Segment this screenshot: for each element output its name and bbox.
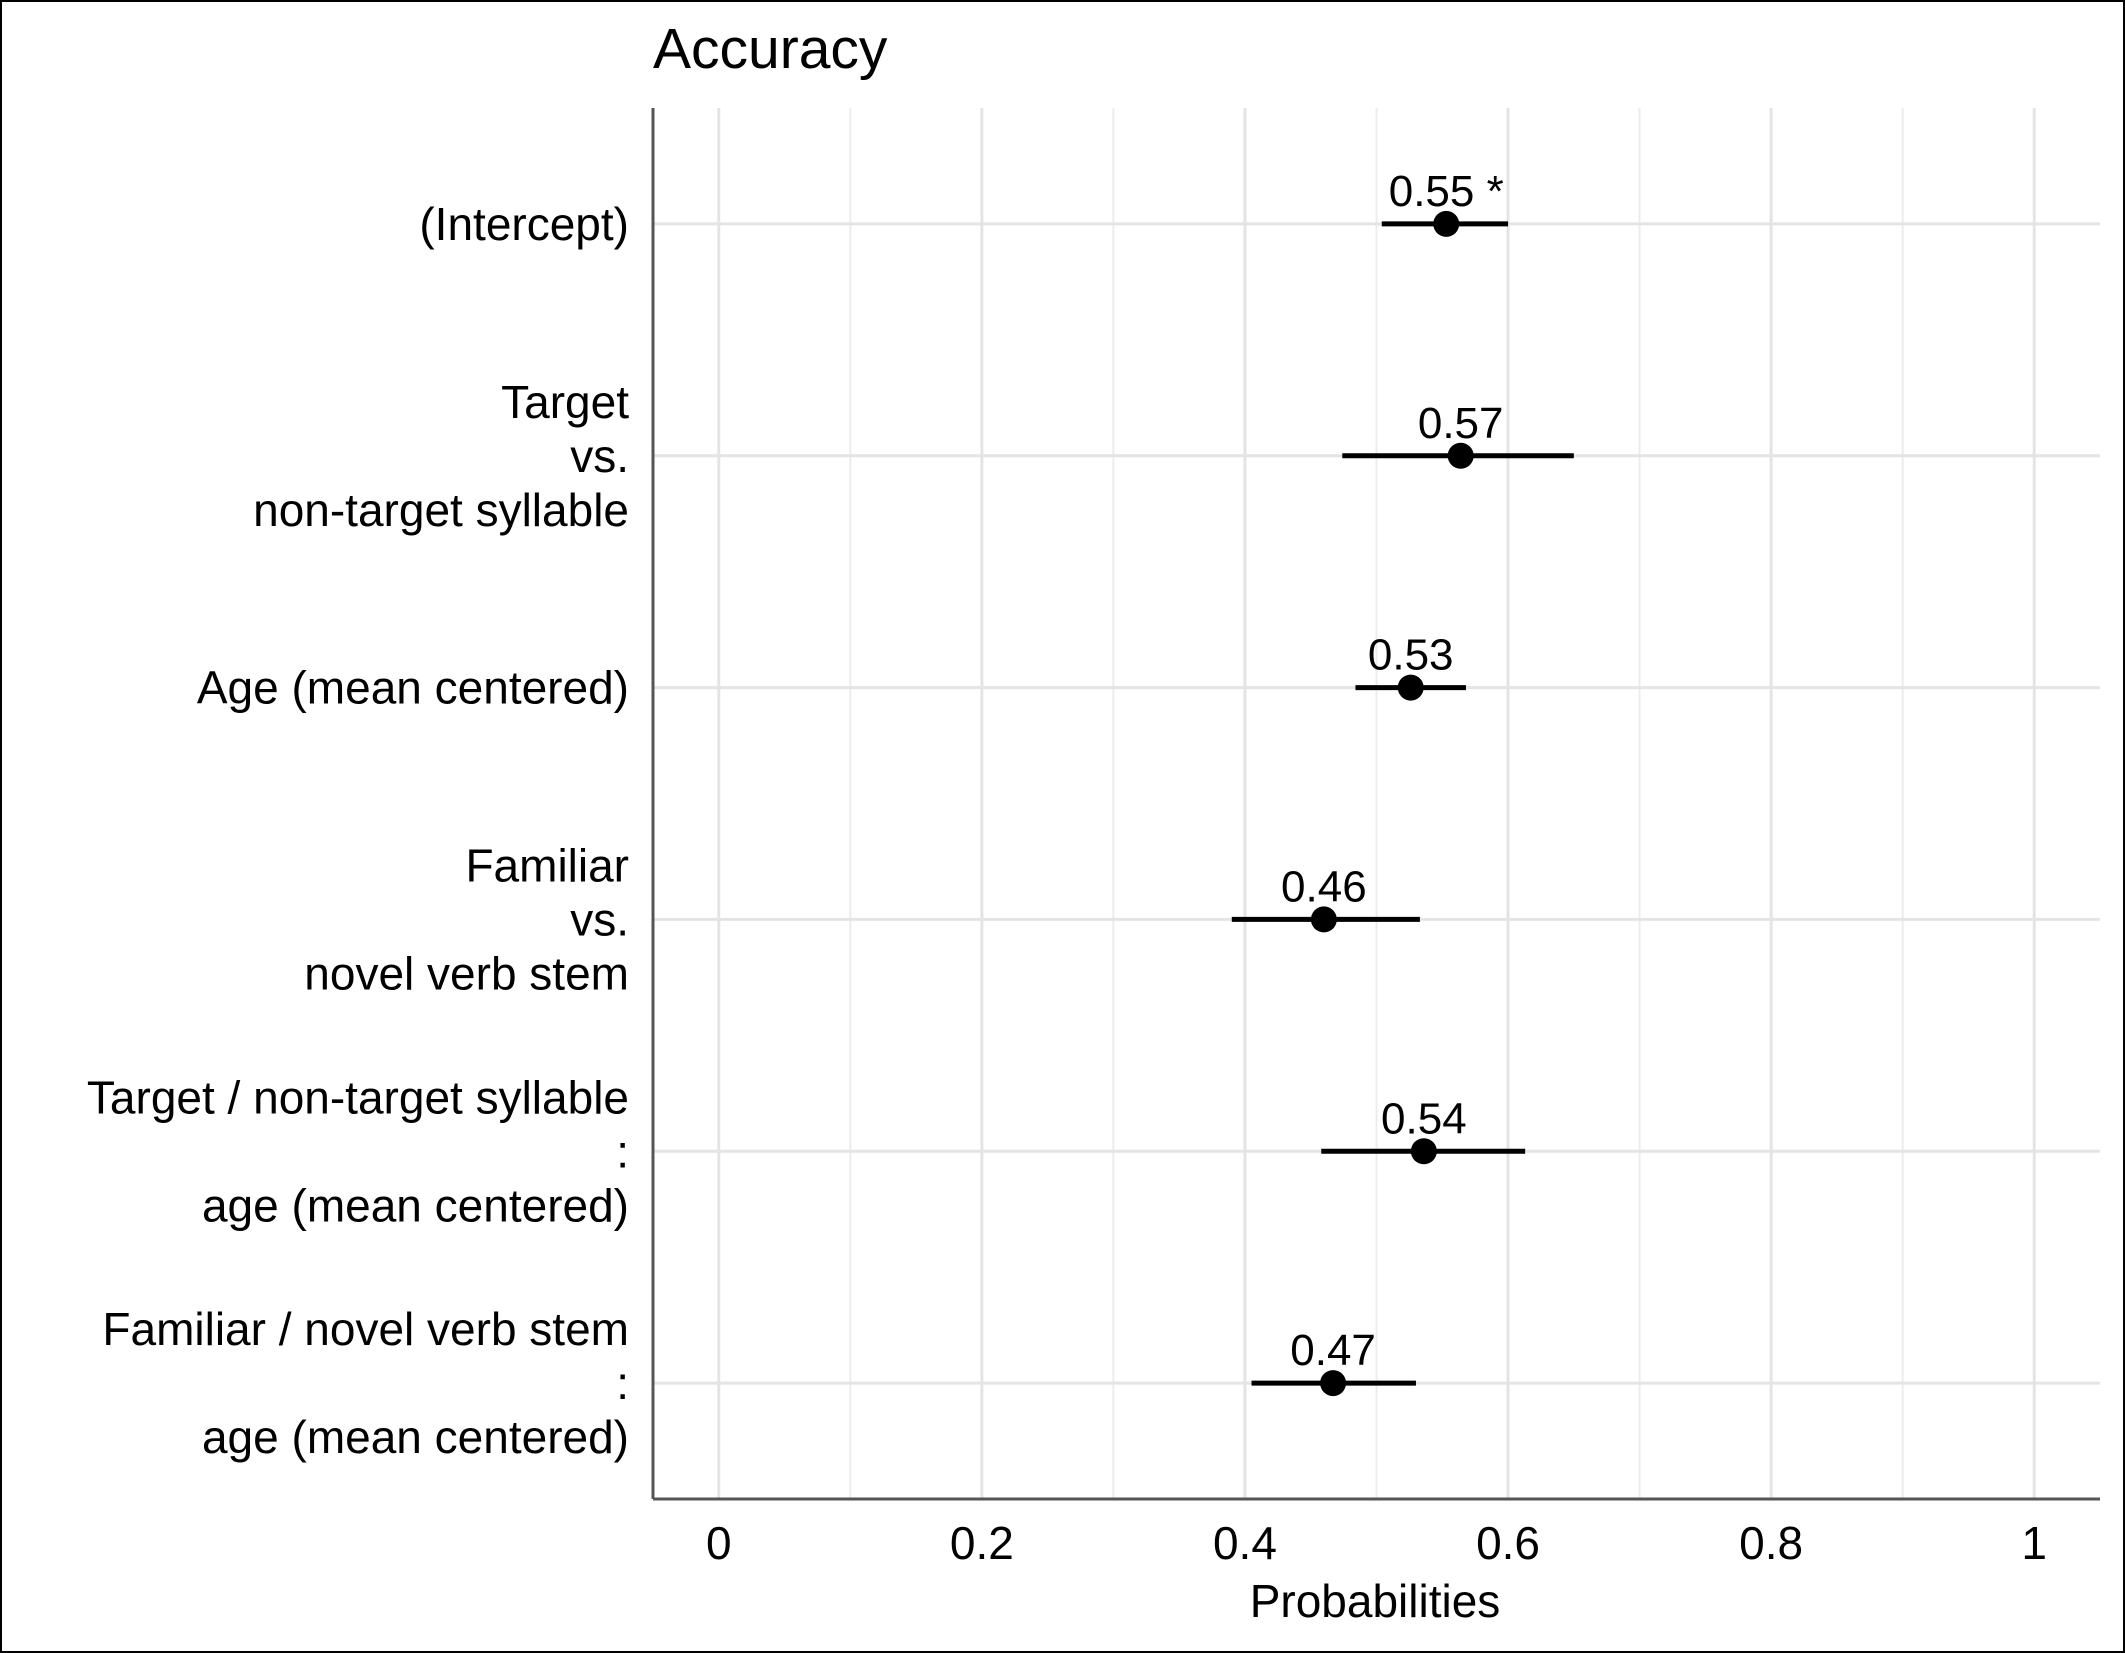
estimate-point bbox=[1397, 674, 1424, 701]
y-axis-label: (Intercept) bbox=[419, 198, 629, 250]
y-axis-label: non-target syllable bbox=[253, 484, 629, 536]
estimate-point bbox=[1410, 1138, 1437, 1165]
y-axis-label: Age (mean centered) bbox=[197, 662, 629, 714]
major-gridlines bbox=[717, 108, 2036, 1499]
x-tick-label: 0.8 bbox=[1739, 1517, 1803, 1569]
y-axis-label: novel verb stem bbox=[304, 947, 629, 999]
confidence-intervals bbox=[1231, 221, 1574, 1386]
value-label: 0.46 bbox=[1281, 862, 1367, 911]
chart-title: Accuracy bbox=[653, 17, 888, 81]
estimate-point bbox=[1310, 906, 1337, 933]
value-labels: 0.55 * 0.57 0.53 0.46 0.54 0.47 bbox=[1281, 167, 1504, 1375]
value-label: 0.55 * bbox=[1389, 167, 1504, 216]
x-tick-label: 0.6 bbox=[1476, 1517, 1540, 1569]
y-axis-label: : bbox=[616, 1125, 629, 1177]
y-axis-label: age (mean centered) bbox=[202, 1179, 629, 1231]
estimate-point bbox=[1320, 1370, 1347, 1397]
x-axis-title: Probabilities bbox=[1250, 1575, 1501, 1627]
y-axis-label: Target / non-target syllable bbox=[87, 1071, 629, 1123]
value-label: 0.47 bbox=[1290, 1326, 1376, 1375]
y-axis-label: vs. bbox=[570, 430, 629, 482]
minor-gridlines bbox=[849, 108, 1904, 1499]
estimate-point bbox=[1433, 210, 1460, 237]
y-axis-label: : bbox=[616, 1357, 629, 1409]
x-tick-label: 0 bbox=[706, 1517, 732, 1569]
y-axis-label: Familiar / novel verb stem bbox=[102, 1303, 629, 1355]
estimate-points bbox=[1310, 210, 1474, 1397]
axis-lines bbox=[651, 108, 2100, 1501]
x-tick-label: 0.4 bbox=[1213, 1517, 1277, 1569]
estimate-point bbox=[1447, 442, 1474, 469]
x-tick-label: 1 bbox=[2021, 1517, 2047, 1569]
y-axis-label: Target bbox=[501, 376, 629, 428]
y-axis-label: vs. bbox=[570, 893, 629, 945]
value-label: 0.57 bbox=[1418, 399, 1504, 448]
x-axis-ticks: 0 0.2 0.4 0.6 0.8 1 bbox=[706, 1517, 2047, 1569]
value-label: 0.53 bbox=[1368, 631, 1454, 680]
y-axis-label: Familiar bbox=[465, 839, 629, 891]
x-tick-label: 0.2 bbox=[950, 1517, 1014, 1569]
value-label: 0.54 bbox=[1381, 1094, 1467, 1143]
y-axis-label: age (mean centered) bbox=[202, 1411, 629, 1463]
